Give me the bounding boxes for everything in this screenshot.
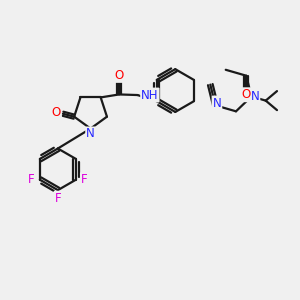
- Text: F: F: [28, 173, 35, 186]
- Text: O: O: [242, 88, 251, 101]
- Text: NH: NH: [141, 88, 159, 101]
- Text: F: F: [55, 192, 61, 205]
- Text: O: O: [52, 106, 61, 119]
- Text: F: F: [81, 173, 88, 186]
- Text: N: N: [213, 97, 221, 110]
- Text: N: N: [250, 90, 260, 103]
- Text: N: N: [86, 128, 95, 140]
- Text: O: O: [115, 69, 124, 82]
